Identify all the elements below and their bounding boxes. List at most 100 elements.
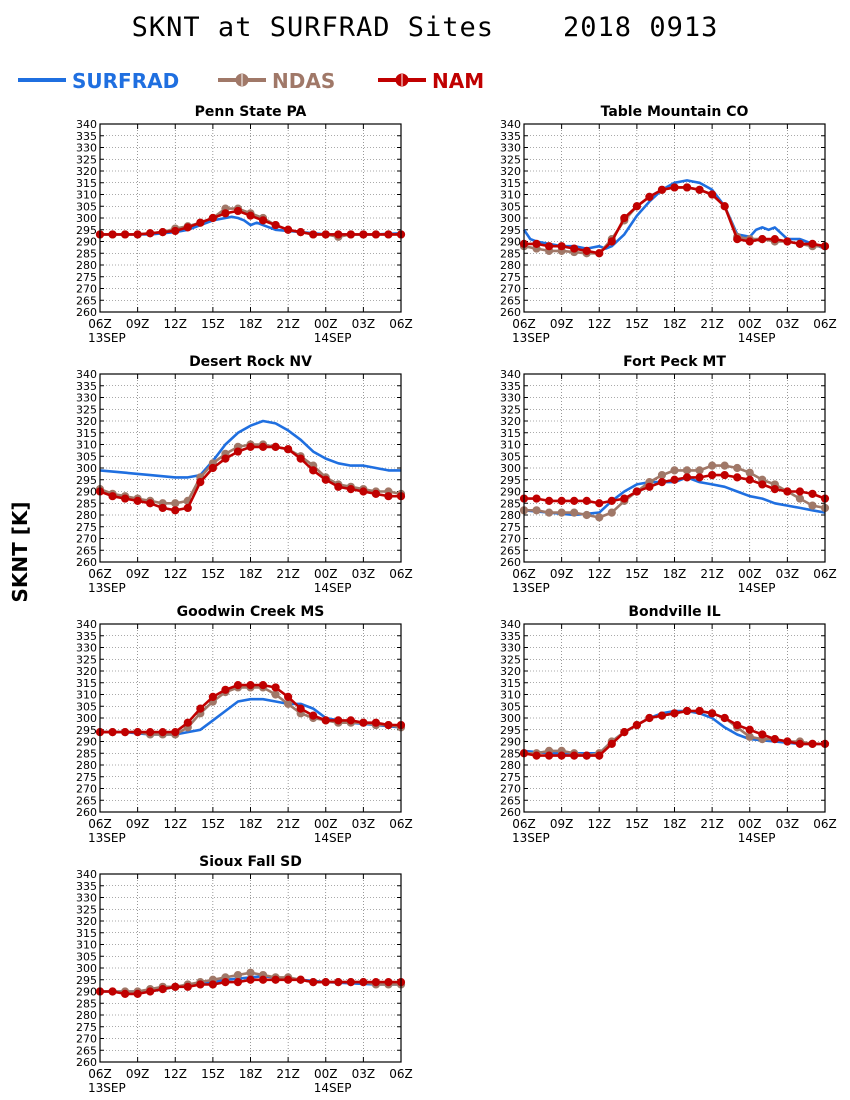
- x-tick-label: 12Z: [164, 567, 188, 581]
- data-point-nam: [770, 235, 779, 244]
- data-point-nam: [582, 496, 591, 505]
- y-tick-label: 300: [76, 212, 97, 225]
- data-point-nam: [258, 975, 268, 984]
- data-point-nam: [196, 980, 205, 989]
- data-point-nam: [208, 213, 217, 223]
- data-point-nam: [296, 228, 305, 237]
- y-tick-label: 335: [500, 630, 521, 643]
- data-point-nam: [171, 728, 180, 737]
- x-tick-label: 18Z: [663, 317, 687, 331]
- data-point-nam: [657, 478, 667, 487]
- y-tick-label: 325: [76, 903, 97, 916]
- plot-frame: [99, 123, 402, 313]
- date-label: 13SEP: [88, 1081, 126, 1095]
- y-tick-label: 335: [76, 130, 97, 143]
- x-tick-label: 21Z: [700, 317, 724, 331]
- data-point-nam: [570, 751, 579, 760]
- data-point-nam: [246, 211, 255, 220]
- data-point-nam: [595, 751, 604, 760]
- y-tick-label: 285: [76, 997, 97, 1010]
- x-tick-label: 21Z: [276, 567, 300, 581]
- x-tick-label: 21Z: [276, 817, 300, 831]
- data-point-ndas: [720, 461, 729, 470]
- data-point-ndas: [607, 508, 616, 517]
- date-label: 13SEP: [88, 581, 126, 595]
- data-point-ndas: [745, 732, 754, 741]
- y-tick-label: 340: [500, 368, 521, 381]
- x-tick-label: 09Z: [550, 317, 574, 331]
- legend-label: NDAS: [272, 69, 335, 93]
- y-tick-label: 330: [500, 642, 521, 655]
- data-point-nam: [133, 230, 142, 239]
- data-point-nam: [321, 716, 330, 725]
- data-point-nam: [620, 494, 629, 503]
- panel-6: Sioux Fall SD 260265270275280285290295300…: [76, 854, 413, 1095]
- data-point-nam: [208, 980, 217, 989]
- x-tick-label: 18Z: [239, 317, 263, 331]
- x-tick-label: 18Z: [663, 817, 687, 831]
- x-tick-label: 06Z: [813, 817, 837, 831]
- x-tick-label: 21Z: [276, 1067, 300, 1081]
- date-label: 14SEP: [738, 331, 776, 345]
- data-point-nam: [632, 720, 641, 730]
- data-point-nam: [544, 751, 554, 760]
- x-tick-label: 15Z: [625, 567, 649, 581]
- y-tick-label: 290: [76, 986, 97, 999]
- data-point-nam: [359, 487, 368, 496]
- data-point-nam: [770, 735, 779, 744]
- x-tick-label: 00Z: [314, 817, 338, 831]
- legend-item-ndas: NDAS: [218, 69, 335, 93]
- y-tick-label: 260: [76, 556, 97, 569]
- y-tick-label: 310: [76, 439, 97, 452]
- plot-frame: [523, 123, 826, 313]
- data-point-nam: [221, 454, 230, 463]
- y-tick-label: 305: [76, 700, 97, 713]
- x-tick-label: 03Z: [352, 567, 376, 581]
- data-point-nam: [146, 499, 155, 508]
- y-tick-label: 330: [500, 142, 521, 155]
- y-tick-label: 330: [76, 392, 97, 405]
- panel-5: Bondville IL2602652702752802852902953003…: [500, 604, 837, 845]
- data-point-nam: [146, 229, 155, 238]
- plot-frame: [523, 623, 826, 813]
- data-point-nam: [158, 728, 167, 737]
- data-point-nam: [271, 975, 280, 984]
- plot-frame: [523, 373, 826, 563]
- data-point-nam: [657, 711, 667, 720]
- data-point-nam: [146, 987, 155, 996]
- y-tick-label: 275: [500, 271, 521, 284]
- data-point-nam: [196, 218, 205, 227]
- y-tick-label: 325: [500, 653, 521, 666]
- data-point-nam: [334, 230, 343, 239]
- y-tick-label: 290: [500, 236, 521, 249]
- y-tick-label: 325: [500, 153, 521, 166]
- y-tick-label: 300: [76, 462, 97, 475]
- data-point-nam: [221, 978, 230, 987]
- panel-1: Table Mountain CO 26026527027528028529029…: [500, 104, 837, 345]
- data-point-nam: [309, 978, 318, 987]
- date-label: 13SEP: [512, 581, 550, 595]
- x-tick-label: 06Z: [813, 317, 837, 331]
- data-point-nam: [208, 463, 217, 473]
- legend-label: NAM: [432, 69, 484, 93]
- x-tick-label: 18Z: [239, 1067, 263, 1081]
- y-tick-label: 260: [500, 806, 521, 819]
- y-tick-label: 310: [76, 689, 97, 702]
- data-point-nam: [733, 473, 742, 482]
- data-point-nam: [532, 751, 541, 760]
- plot-frame: [99, 373, 402, 563]
- y-tick-label: 305: [500, 200, 521, 213]
- legend-item-nam: NAM: [378, 69, 484, 93]
- data-point-nam: [720, 202, 729, 211]
- data-point-nam: [309, 230, 318, 239]
- y-tick-label: 295: [76, 474, 97, 487]
- y-tick-label: 275: [500, 521, 521, 534]
- data-point-nam: [120, 230, 130, 239]
- data-point-nam: [233, 206, 243, 216]
- data-point-ndas: [708, 461, 717, 470]
- y-tick-label: 265: [76, 294, 97, 307]
- data-point-ndas: [171, 499, 180, 508]
- series-line-surfrad: [523, 476, 826, 517]
- data-point-nam: [196, 478, 205, 487]
- data-point-nam: [108, 728, 117, 737]
